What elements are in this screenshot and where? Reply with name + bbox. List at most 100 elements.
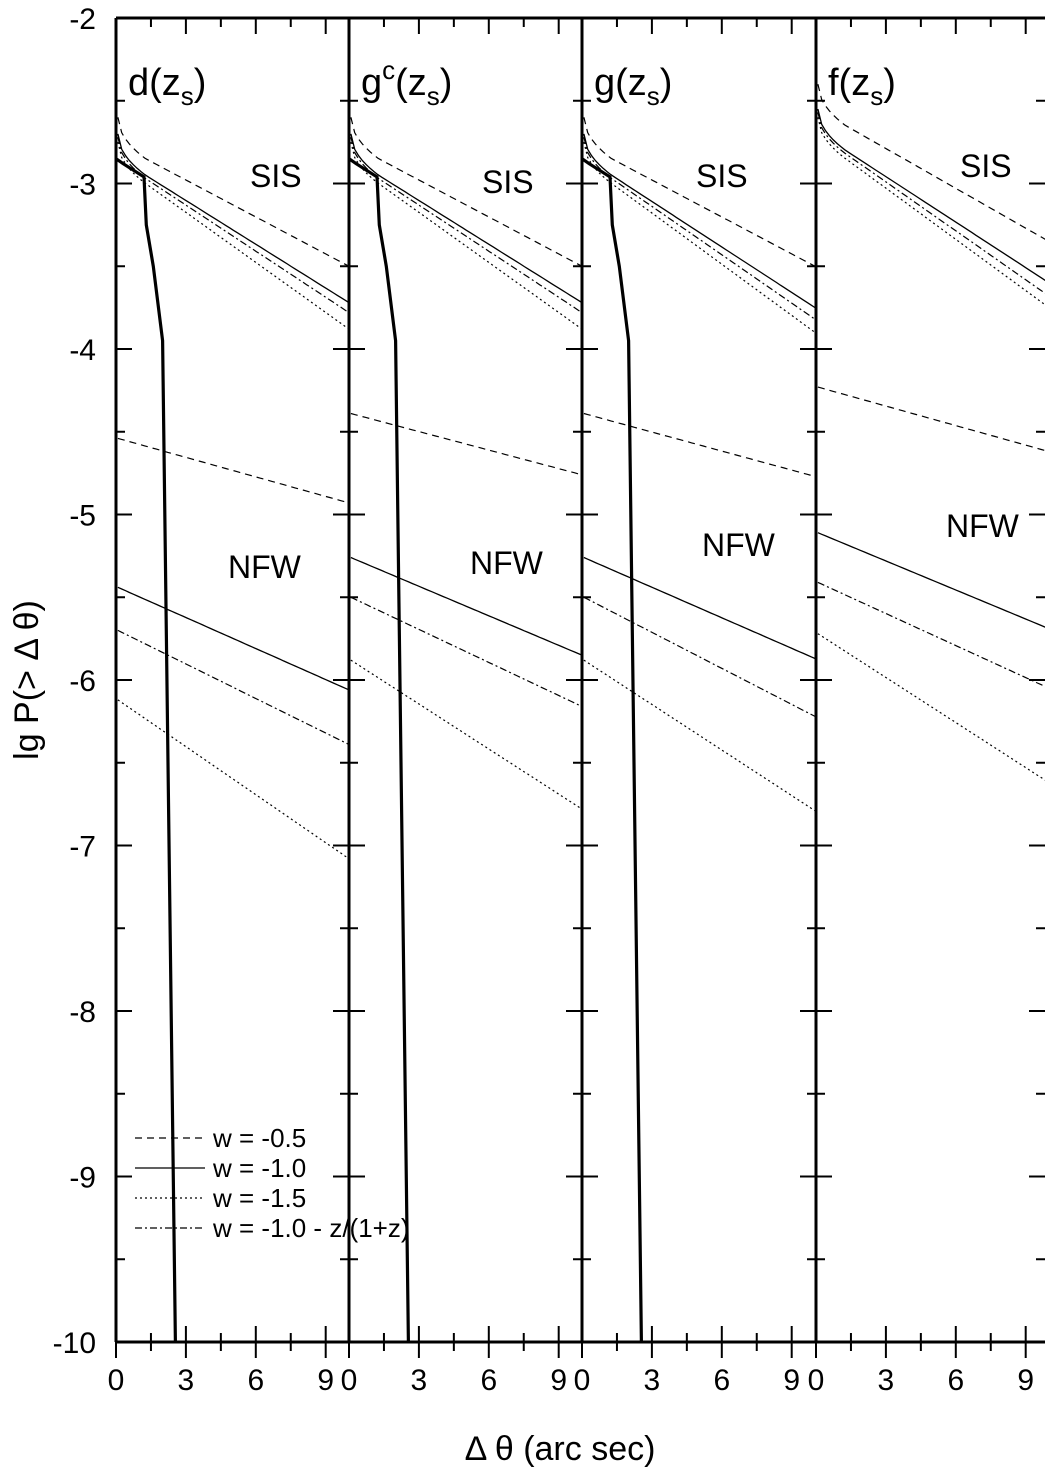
series-line-nfw-w-1.0 xyxy=(817,532,1045,628)
series-line-nfw-w-1.0 xyxy=(583,556,815,660)
series-line-sis-w-0.5 xyxy=(350,117,582,267)
legend-label: w = -1.0 - z/(1+z) xyxy=(212,1213,410,1243)
x-tick-label: 6 xyxy=(247,1364,264,1397)
x-tick-label: 9 xyxy=(317,1364,334,1397)
x-tick-label: 0 xyxy=(108,1364,125,1397)
legend-label: w = -1.0 xyxy=(212,1153,306,1183)
series-line-sis-w-1.5 xyxy=(583,141,815,333)
x-axis-title: Δ θ (arc sec) xyxy=(465,1430,656,1468)
sis-label: SIS xyxy=(696,158,748,194)
panel-title-sub: s xyxy=(427,81,440,111)
series-line-sis-w-0.5 xyxy=(117,117,349,267)
panel-title-end: ) xyxy=(440,62,453,104)
series-line-nfw-w-0.5 xyxy=(350,412,582,476)
x-tick-label: 0 xyxy=(574,1364,591,1397)
series-line-sis-w-var xyxy=(117,137,349,314)
observed-line xyxy=(582,157,643,1342)
panel-title-sup: c xyxy=(382,55,395,85)
legend-label: w = -0.5 xyxy=(212,1123,306,1153)
series-line-sis-w-1.0 xyxy=(117,133,349,304)
series-line-nfw-w-1.5 xyxy=(817,633,1045,781)
observed-line xyxy=(349,157,410,1342)
series-line-nfw-w-1.0 xyxy=(117,586,349,691)
panel-title-main: g(z xyxy=(594,62,647,104)
observed-line xyxy=(116,157,177,1342)
nfw-label: NFW xyxy=(946,508,1020,544)
sis-label: SIS xyxy=(250,158,302,194)
frame-layer: 0 3 6 9 0 3 6 9 0 3 6 9 0 3 6 9-10-9-8-7-6-5-4-3-2 xyxy=(53,3,1045,1397)
sis-label: SIS xyxy=(482,164,534,200)
series-line-sis-w-var xyxy=(350,137,582,314)
panel-title-main: g xyxy=(361,62,382,104)
panel-title-main: d(z xyxy=(128,62,181,104)
panel-title: gc(zs) xyxy=(361,55,452,111)
x-tick-label: 3 xyxy=(178,1364,195,1397)
y-tick-label: -9 xyxy=(69,1162,96,1195)
legend-label: w = -1.5 xyxy=(212,1183,306,1213)
x-tick-label: 6 xyxy=(480,1364,497,1397)
series-line-sis-w-1.0 xyxy=(350,133,582,304)
x-tick-label: 3 xyxy=(644,1364,661,1397)
y-tick-label: -8 xyxy=(69,996,96,1029)
panel-title-end: ) xyxy=(883,62,896,104)
series-line-nfw-w-var xyxy=(817,581,1045,688)
legend: w = -0.5w = -1.0w = -1.5w = -1.0 - z/(1+… xyxy=(135,1123,410,1243)
panel-title: d(zs) xyxy=(128,62,206,111)
panel-2: gc(zs) SIS NFW xyxy=(349,55,582,1342)
panel-title-main: f(z xyxy=(828,62,870,104)
y-axis-title: lg P(> Δ θ) xyxy=(8,600,46,760)
panel-1: d(zs) SIS NFW xyxy=(116,62,349,1342)
series-line-nfw-w-var xyxy=(117,629,349,746)
series-line-sis-w-1.5 xyxy=(117,141,349,330)
x-tick-label: 0 xyxy=(808,1364,825,1397)
series-line-sis-w-var xyxy=(817,112,1045,294)
y-tick-label: -2 xyxy=(69,3,96,36)
x-tick-label: 6 xyxy=(713,1364,730,1397)
nfw-label: NFW xyxy=(702,527,776,563)
series-line-nfw-w-1.5 xyxy=(117,699,349,860)
series-line-sis-w-1.5 xyxy=(817,117,1045,306)
panel-title-sub: s xyxy=(181,81,194,111)
x-tick-label: 9 xyxy=(550,1364,567,1397)
series-line-nfw-w-var xyxy=(350,596,582,708)
panel-4: f(zs) SIS NFW xyxy=(817,62,1045,781)
x-tick-label: 3 xyxy=(878,1364,895,1397)
panel-title-sub: s xyxy=(647,81,660,111)
nfw-label: NFW xyxy=(470,545,544,581)
sis-label: SIS xyxy=(960,148,1012,184)
panels-layer: d(zs)SISNFWgc(zs)SISNFWg(zs)SISNFWf(zs)S… xyxy=(116,55,1045,1342)
x-tick-label: 9 xyxy=(783,1364,800,1397)
series-line-nfw-w-0.5 xyxy=(817,386,1045,452)
panel-title: g(zs) xyxy=(594,62,672,111)
series-line-sis-w-0.5 xyxy=(817,84,1045,240)
x-tick-label: 3 xyxy=(411,1364,428,1397)
series-line-sis-w-1.5 xyxy=(350,141,582,330)
panel-title-end: ) xyxy=(660,62,673,104)
panel-title: f(zs) xyxy=(828,62,896,111)
series-line-nfw-w-0.5 xyxy=(583,412,815,477)
series-line-nfw-w-var xyxy=(583,596,815,717)
y-tick-label: -4 xyxy=(69,334,96,367)
series-line-nfw-w-1.5 xyxy=(350,659,582,810)
y-tick-label: -7 xyxy=(69,831,96,864)
panel-3: g(zs) SIS NFW xyxy=(582,62,815,1342)
x-tick-label: 0 xyxy=(341,1364,358,1397)
series-line-sis-w-1.0 xyxy=(817,108,1045,282)
series-line-sis-w-var xyxy=(583,137,815,320)
series-line-sis-w-1.0 xyxy=(583,133,815,309)
x-tick-label: 9 xyxy=(1017,1364,1034,1397)
series-line-nfw-w-0.5 xyxy=(117,437,349,504)
panel-title-paren: (z xyxy=(395,62,427,104)
series-line-sis-w-0.5 xyxy=(583,117,815,267)
nfw-label: NFW xyxy=(228,549,302,585)
panel-title-end: ) xyxy=(194,62,207,104)
y-tick-label: -6 xyxy=(69,665,96,698)
y-tick-label: -3 xyxy=(69,169,96,202)
series-line-nfw-w-1.5 xyxy=(583,659,815,812)
panel-title-sub: s xyxy=(870,81,883,111)
y-tick-label: -5 xyxy=(69,500,96,533)
y-tick-label: -10 xyxy=(53,1327,96,1360)
series-line-nfw-w-1.0 xyxy=(350,556,582,656)
x-tick-label: 6 xyxy=(947,1364,964,1397)
